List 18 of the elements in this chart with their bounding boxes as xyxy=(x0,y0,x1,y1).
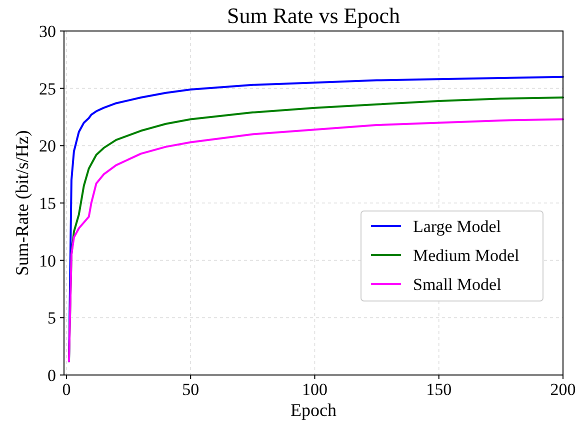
legend-label: Medium Model xyxy=(413,246,520,265)
x-tick-label: 0 xyxy=(62,380,71,399)
y-tick-label: 20 xyxy=(39,136,56,156)
y-tick-label: 30 xyxy=(39,22,56,41)
x-tick-label: 200 xyxy=(550,380,576,399)
y-tick-label: 15 xyxy=(39,194,56,213)
legend-label: Large Model xyxy=(413,216,502,236)
legend-label: Small Model xyxy=(413,274,502,294)
chart-title: Sum Rate vs Epoch xyxy=(227,3,400,28)
x-tick-label: 150 xyxy=(426,380,452,399)
y-tick-label: 0 xyxy=(48,366,56,385)
y-tick-label: 5 xyxy=(48,308,56,328)
x-tick-label: 100 xyxy=(302,380,328,399)
y-axis-title: Sum-Rate (bit/s/Hz) xyxy=(12,130,32,276)
x-tick-label: 50 xyxy=(182,380,200,399)
x-axis-title: Epoch xyxy=(290,400,336,420)
y-tick-label: 10 xyxy=(39,251,56,270)
y-tick-label: 25 xyxy=(39,79,56,98)
